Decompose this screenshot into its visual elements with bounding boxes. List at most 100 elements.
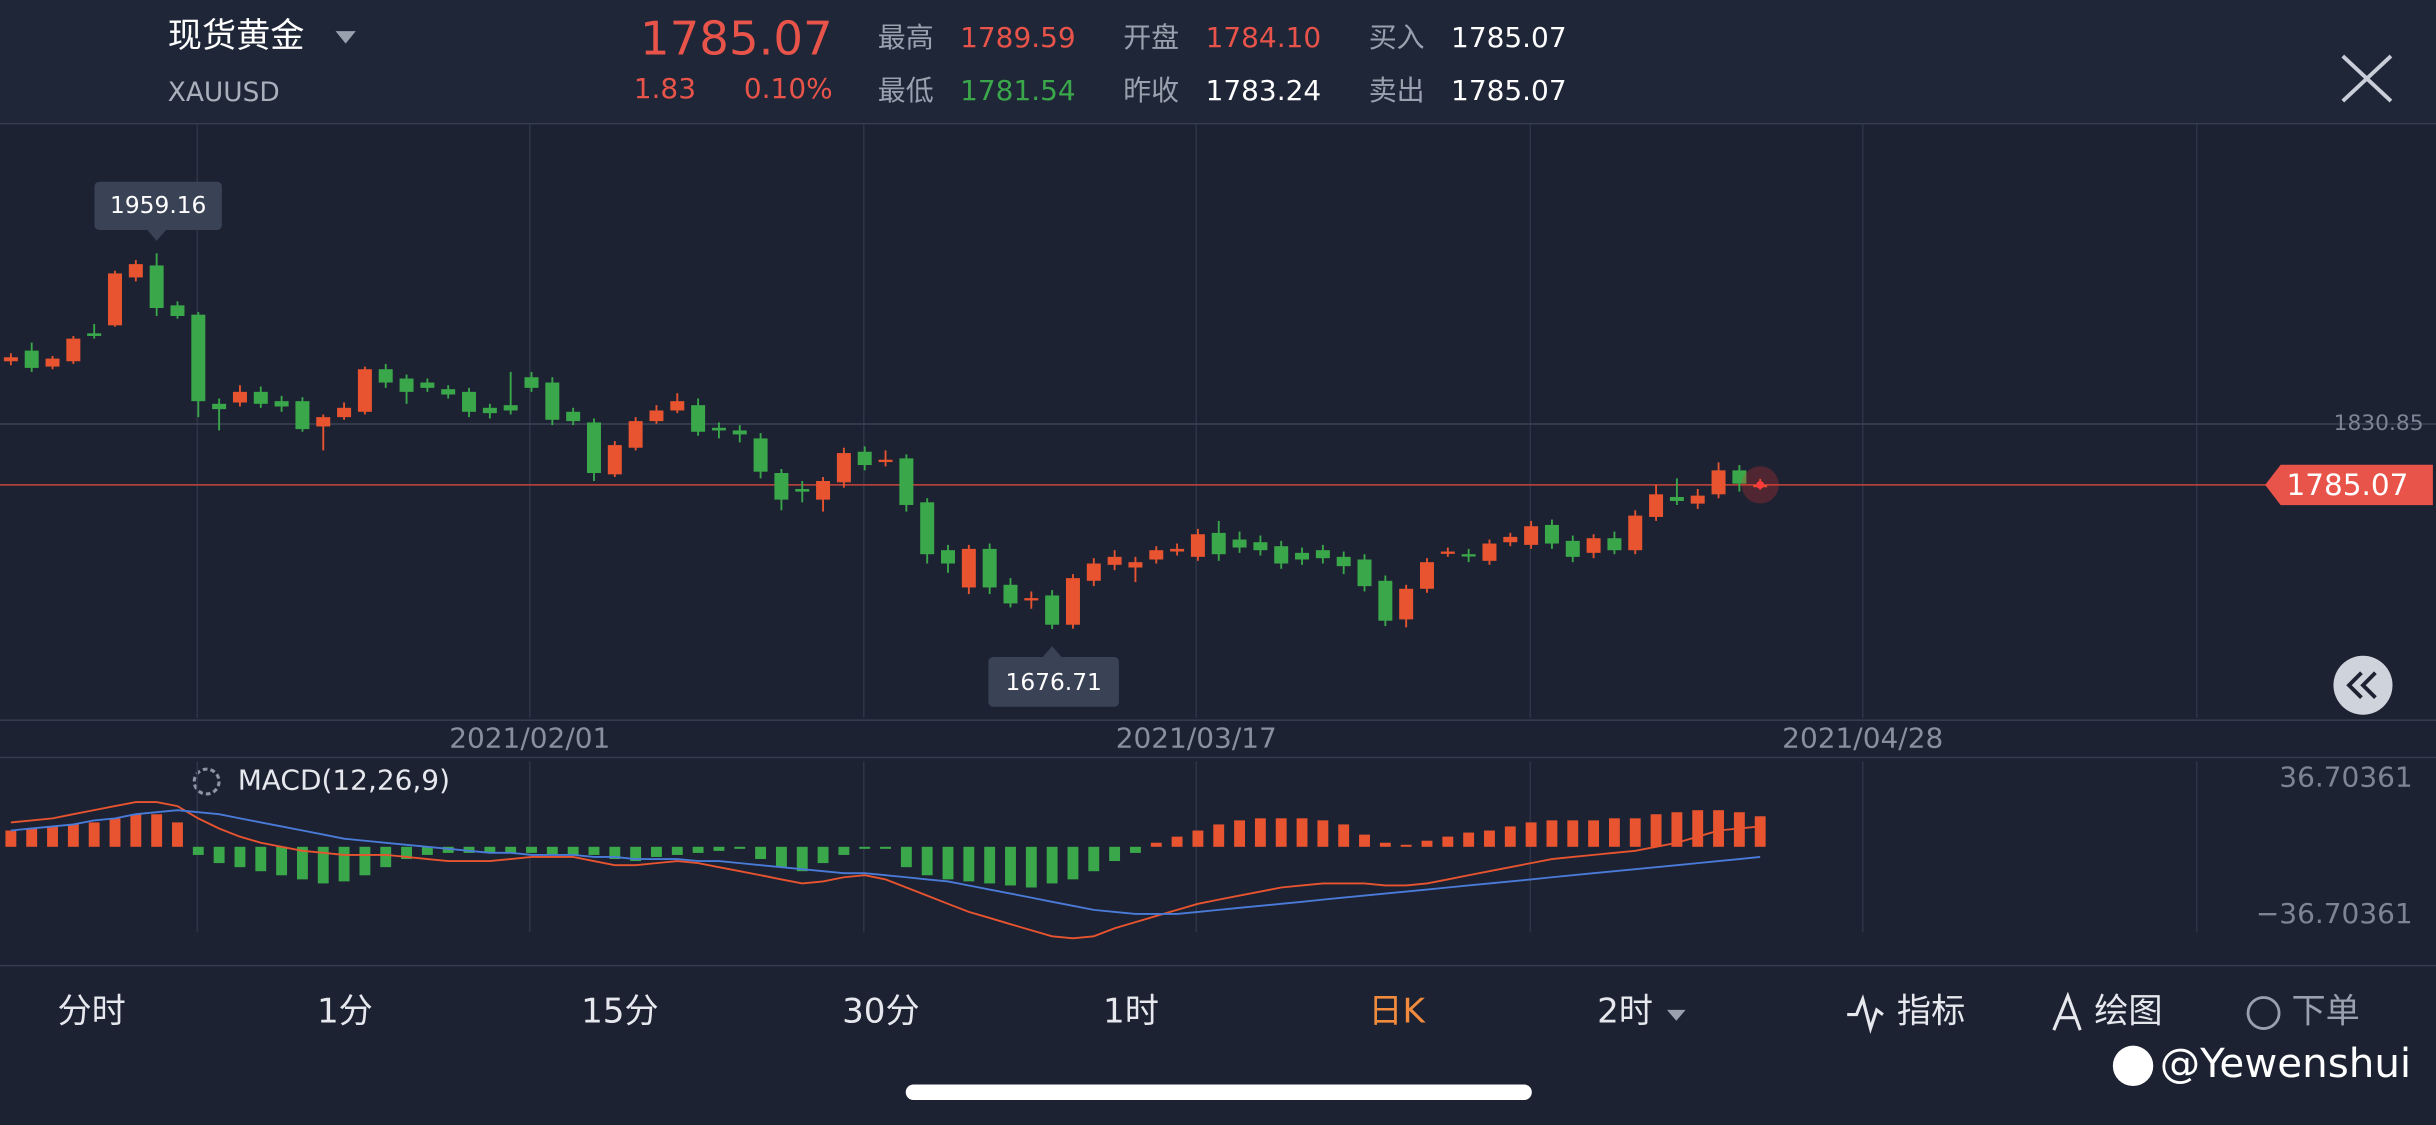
- dropdown-icon[interactable]: [335, 31, 356, 44]
- current-dot: [1756, 481, 1765, 489]
- macd-bar: [1692, 810, 1704, 847]
- candle-body: [1649, 494, 1664, 517]
- macd-bar: [817, 846, 829, 864]
- macd-bar: [1567, 820, 1579, 847]
- macd-bar: [1130, 846, 1141, 853]
- macd-bar: [172, 822, 183, 847]
- stat-value: 1784.10: [1206, 21, 1322, 54]
- change: 1.83: [634, 72, 696, 105]
- indicator-title[interactable]: MACD(12,26,9): [238, 764, 450, 797]
- candle-body: [1378, 580, 1393, 621]
- candle-body: [378, 369, 393, 383]
- macd-bar: [1546, 820, 1558, 847]
- candle-body: [170, 305, 185, 317]
- tab[interactable]: 30分: [842, 992, 920, 1032]
- macd-bar: [88, 822, 100, 847]
- tool[interactable]: 绘图: [2094, 992, 2162, 1032]
- tab[interactable]: 15分: [581, 992, 659, 1032]
- macd-bar: [755, 846, 767, 860]
- macd-bar: [588, 846, 600, 855]
- candle-body: [316, 417, 331, 427]
- candle-body: [128, 264, 143, 278]
- low-marker-pointer: [1042, 646, 1062, 658]
- candle-body: [1711, 470, 1726, 495]
- macd-bar: [1338, 824, 1350, 847]
- candle-body: [253, 391, 268, 404]
- macd-bar: [47, 826, 58, 847]
- macd-bar: [1400, 844, 1412, 847]
- candle-body: [691, 405, 706, 432]
- candle-body: [1732, 470, 1747, 484]
- macd-bar: [859, 846, 871, 849]
- macd-bar: [1588, 820, 1600, 847]
- macd-bar: [1713, 810, 1724, 847]
- candle-body: [1628, 515, 1643, 551]
- candle-body: [1399, 588, 1414, 620]
- tab[interactable]: 1时: [1103, 992, 1159, 1032]
- candle-body: [1045, 595, 1060, 625]
- price: 1785.07: [640, 12, 833, 66]
- stat-value: 1789.59: [960, 21, 1076, 54]
- candle-body: [836, 453, 851, 483]
- macd-bar: [276, 846, 288, 876]
- chevron-icon: [2346, 671, 2377, 700]
- tab[interactable]: 2时: [1597, 992, 1653, 1032]
- tool[interactable]: 下单: [2292, 992, 2360, 1032]
- macd-bar: [1109, 846, 1121, 862]
- macd-bar: [775, 846, 787, 868]
- candle-body: [628, 421, 643, 448]
- date-label: 2021/04/28: [1782, 722, 1943, 755]
- candle-body: [1503, 536, 1518, 543]
- macd-bar: [109, 818, 121, 847]
- price-badge-label: 1785.07: [2286, 468, 2408, 502]
- tab[interactable]: 分时: [57, 992, 125, 1032]
- macd-bar: [484, 846, 496, 853]
- candle-body: [1170, 548, 1185, 552]
- candle-body: [524, 377, 539, 388]
- macd-bar: [1421, 840, 1433, 847]
- candle-body: [420, 382, 435, 388]
- macd-bar: [151, 814, 163, 847]
- candle-body: [399, 378, 414, 392]
- candle-body: [816, 481, 831, 500]
- tab[interactable]: 日K: [1368, 992, 1426, 1032]
- candle-body: [982, 548, 997, 588]
- candle-body: [1607, 538, 1622, 551]
- macd-bar: [651, 846, 662, 857]
- macd-bar: [713, 846, 725, 851]
- candle-body: [1253, 542, 1268, 551]
- stat-value: 1785.07: [1451, 21, 1567, 54]
- macd-bar: [5, 830, 17, 847]
- tab[interactable]: 1分: [317, 992, 373, 1032]
- macd-bar: [26, 828, 38, 847]
- candle-body: [1357, 559, 1372, 587]
- macd-bar: [692, 846, 704, 853]
- candle-body: [24, 350, 39, 368]
- title[interactable]: 现货黄金: [168, 16, 305, 56]
- candle-body: [1149, 550, 1164, 560]
- candle-body: [1565, 540, 1580, 557]
- price-badge: [2265, 464, 2433, 506]
- tool[interactable]: 指标: [1897, 992, 1965, 1032]
- candle-body: [1065, 578, 1080, 625]
- close-button[interactable]: [2341, 54, 2393, 103]
- stat-label: 卖出: [1369, 74, 1425, 107]
- candle-body: [1461, 554, 1476, 557]
- candle-body: [87, 333, 102, 336]
- candle-body: [649, 410, 664, 422]
- stat-label: 最低: [878, 74, 934, 107]
- candle-body: [1107, 556, 1122, 565]
- macd-bar: [359, 846, 371, 876]
- macd-bar: [1442, 836, 1454, 847]
- macd-bar: [1025, 846, 1037, 888]
- candle-body: [1690, 495, 1705, 504]
- candle-body: [295, 401, 310, 430]
- macd-bar: [380, 846, 392, 868]
- reference-label: 1830.85: [2334, 411, 2424, 436]
- low-marker: 1676.71: [1006, 669, 1102, 696]
- macd-bar: [505, 846, 517, 853]
- candle-body: [753, 438, 768, 472]
- settings-icon[interactable]: [192, 767, 221, 796]
- macd-bar: [1608, 818, 1620, 847]
